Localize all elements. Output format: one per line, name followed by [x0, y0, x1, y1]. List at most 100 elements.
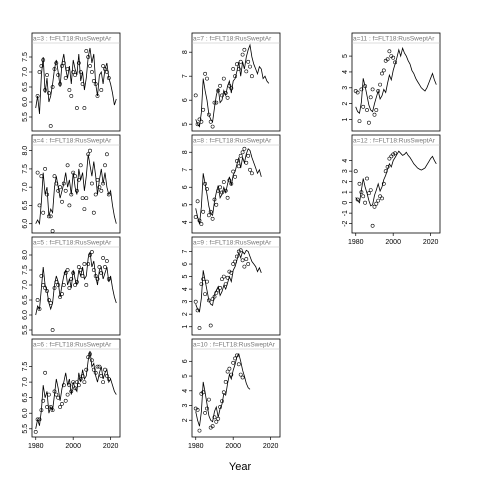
data-point — [39, 64, 44, 68]
data-point — [220, 399, 224, 404]
data-point — [37, 70, 42, 74]
data-point — [61, 283, 66, 287]
panel-frame — [31, 338, 121, 438]
data-point — [65, 392, 70, 397]
data-point — [37, 417, 42, 422]
data-point — [75, 188, 79, 193]
data-point — [383, 169, 388, 174]
data-point — [84, 283, 89, 287]
y-tick-label: 1 — [342, 190, 349, 194]
data-point — [244, 160, 249, 165]
data-point — [105, 373, 109, 378]
data-point — [73, 174, 78, 179]
data-point — [231, 262, 236, 266]
data-point — [216, 288, 221, 293]
data-point — [248, 64, 252, 69]
data-point — [372, 112, 377, 117]
data-point — [231, 360, 236, 365]
data-point — [214, 419, 219, 424]
data-point — [105, 152, 109, 157]
data-point — [67, 88, 72, 92]
data-point — [106, 192, 111, 197]
data-point — [231, 169, 236, 174]
y-tick-label: 6 — [182, 185, 189, 189]
data-point — [86, 262, 91, 266]
data-point — [101, 256, 106, 260]
panel-label: a=9 : f=FLT18:RusSweptAr — [193, 240, 272, 247]
data-point — [193, 299, 198, 304]
data-point — [205, 279, 209, 284]
data-point — [41, 210, 46, 215]
data-point — [249, 74, 254, 79]
data-point — [206, 298, 211, 303]
data-point — [220, 93, 224, 98]
y-tick-label: 7 — [182, 249, 189, 253]
y-tick-label: 5.5 — [22, 325, 29, 335]
y-tick-label: 6 — [182, 359, 189, 363]
data-point — [80, 196, 85, 201]
data-point — [93, 274, 98, 278]
data-point — [43, 166, 48, 171]
data-point — [199, 119, 204, 124]
y-tick-label: 6.5 — [22, 295, 29, 305]
data-point — [361, 194, 366, 199]
data-point — [248, 167, 252, 172]
data-point — [366, 120, 371, 125]
data-point — [41, 398, 46, 403]
data-point — [106, 377, 111, 381]
data-point — [67, 286, 72, 290]
y-tick-label: 6.5 — [22, 82, 29, 92]
data-point — [201, 209, 206, 214]
y-tick-label: 8 — [182, 150, 189, 154]
y-tick-label: 8.0 — [22, 146, 29, 156]
data-point — [35, 170, 40, 175]
data-point — [197, 428, 202, 433]
x-tick-label: 2020 — [423, 239, 439, 246]
data-point — [35, 417, 40, 422]
data-point — [210, 124, 215, 129]
y-tick-label: 6 — [182, 98, 189, 102]
data-point — [43, 286, 48, 290]
data-point — [227, 178, 232, 183]
data-point — [216, 88, 221, 93]
data-point — [106, 277, 111, 281]
panel-label: a=5 : f=FLT18:RusSweptAr — [33, 240, 112, 247]
data-point — [71, 170, 76, 175]
data-point — [69, 277, 74, 281]
data-point — [227, 269, 232, 274]
data-point — [212, 294, 217, 299]
data-point — [206, 213, 211, 218]
data-point — [93, 192, 98, 197]
data-point — [76, 177, 81, 182]
data-point — [41, 58, 46, 62]
data-point — [95, 277, 100, 281]
data-point — [220, 277, 224, 282]
data-point — [97, 185, 102, 190]
data-point — [45, 73, 49, 77]
data-point — [71, 70, 76, 74]
data-point — [48, 405, 53, 409]
panel-label: a=3 : f=FLT18:RusSweptAr — [33, 36, 112, 43]
data-point — [206, 112, 211, 117]
data-point — [197, 117, 202, 122]
data-point — [240, 52, 245, 57]
data-point — [359, 190, 364, 195]
panel-label: a=10 : f=FLT18:RusSweptAr — [193, 342, 276, 349]
data-point — [203, 410, 208, 415]
data-point — [105, 70, 109, 74]
data-point — [76, 61, 81, 65]
data-point — [50, 328, 55, 332]
data-point — [80, 274, 85, 278]
data-point — [52, 286, 57, 290]
series-line — [195, 249, 262, 313]
data-point — [88, 64, 92, 68]
data-point — [368, 95, 373, 100]
data-point — [387, 49, 392, 54]
data-point — [65, 268, 70, 272]
y-tick-label: 7.5 — [22, 52, 29, 62]
x-tick-label: 1980 — [348, 239, 364, 246]
data-point — [240, 258, 245, 263]
data-point — [82, 262, 87, 266]
data-point — [60, 199, 64, 204]
data-point — [236, 67, 241, 71]
